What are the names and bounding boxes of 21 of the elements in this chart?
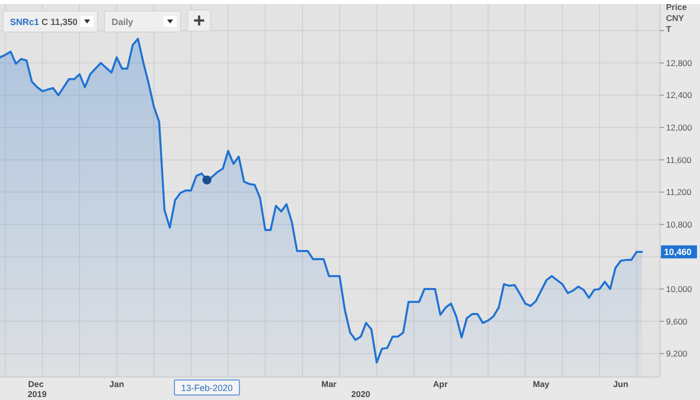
x-tick-label: Jun [613,379,628,389]
x-tick-label: May [532,379,550,389]
x-tick-label: Apr [433,379,448,389]
y-axis-title: Price CNY T [666,2,690,34]
x-tick-label: Dec 2019 [28,379,47,399]
y-tick-label: 9,200 [666,348,688,359]
y-tick-label: 9,600 [666,316,688,326]
text: 10,460 [664,247,692,258]
y-tick-label: 10,000 [666,284,692,294]
y-tick-label: 11,200 [666,187,692,198]
y-tick-label: 12,000 [666,122,692,132]
annotation: Daily [112,17,134,27]
annotation: SNRc1 C 11,350 [10,17,78,27]
x-tick-label: 13-Feb-2020 [181,383,233,393]
y-tick-label: 11,600 [666,154,692,165]
x-tick-label: Mar [321,379,338,389]
y-tick-label: 12,400 [666,90,692,100]
y-tick-label: 12,800 [666,58,692,68]
x-tick-label: Jan [109,379,124,389]
y-tick-label: 10,800 [666,219,692,230]
x-tick-label: 2020 [351,389,370,399]
